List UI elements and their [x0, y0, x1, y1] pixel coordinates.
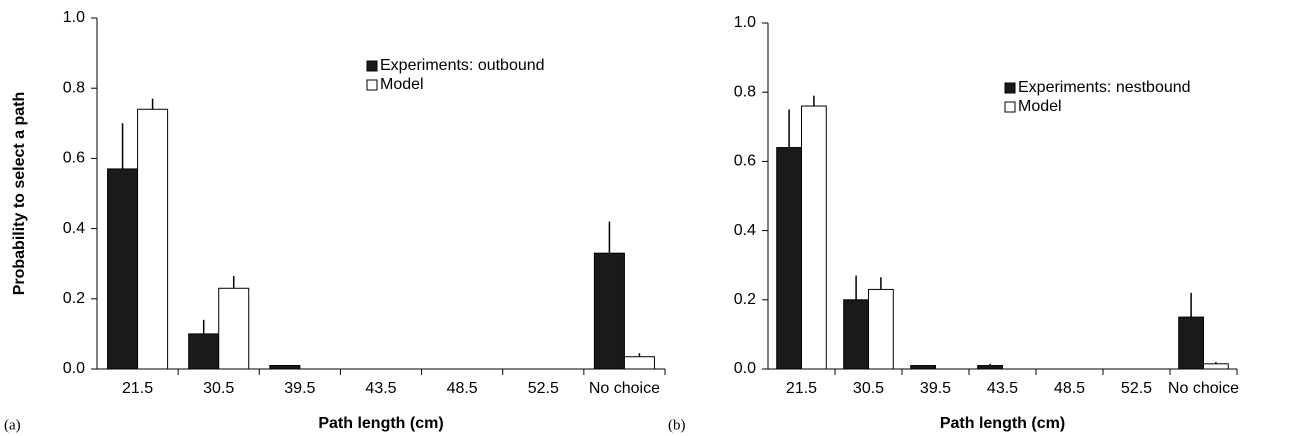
y-tick-label: 0.6 — [63, 150, 85, 167]
panel-label: (a) — [4, 417, 21, 433]
x-tick-label: 43.5 — [365, 380, 396, 397]
x-tick-label: No choice — [589, 380, 660, 397]
x-tick-label: 48.5 — [447, 380, 478, 397]
y-tick-label: 0.4 — [63, 220, 85, 237]
x-tick-label: 30.5 — [853, 380, 884, 397]
x-tick-label: 52.5 — [1121, 380, 1152, 397]
legend-label: Model — [1018, 98, 1062, 115]
y-tick-label: 0.2 — [63, 290, 85, 307]
legend-swatch — [366, 60, 378, 72]
panel-label: (b) — [668, 417, 686, 433]
y-tick-label: 0.4 — [734, 222, 756, 239]
legend-label: Experiments: nestbound — [1018, 79, 1191, 96]
bar — [107, 168, 139, 370]
y-axis-title: Probability to select a path — [11, 92, 28, 296]
y-tick-label: 1.0 — [63, 9, 85, 26]
y-tick-label: 0.8 — [63, 79, 85, 96]
x-tick-label: 43.5 — [987, 380, 1018, 397]
bar — [218, 287, 250, 370]
x-tick-label: No choice — [1168, 380, 1239, 397]
y-tick-label: 1.0 — [734, 14, 756, 31]
x-tick-label: 39.5 — [920, 380, 951, 397]
x-tick-label: 21.5 — [786, 380, 817, 397]
x-axis-title: Path length (cm) — [318, 415, 443, 432]
legend-swatch — [1004, 82, 1016, 94]
bar — [137, 108, 169, 370]
x-axis-title: Path length (cm) — [940, 415, 1065, 432]
bar — [801, 105, 827, 370]
x-tick-label: 21.5 — [122, 380, 153, 397]
bar — [843, 299, 870, 370]
bar — [868, 288, 894, 370]
y-tick-label: 0.6 — [734, 153, 756, 170]
y-tick-label: 0.2 — [734, 291, 756, 308]
legend-swatch — [1004, 101, 1016, 113]
bar — [593, 252, 625, 370]
bar — [188, 333, 220, 370]
bar — [977, 365, 1004, 370]
bar — [623, 356, 655, 370]
x-tick-label: 39.5 — [284, 380, 315, 397]
y-tick-label: 0.8 — [734, 83, 756, 100]
x-tick-label: 52.5 — [528, 380, 559, 397]
legend-label: Experiments: outbound — [380, 57, 545, 74]
y-tick-label: 0.0 — [734, 360, 756, 377]
bar — [269, 364, 301, 370]
legend-label: Model — [380, 76, 424, 93]
x-tick-label: 30.5 — [203, 380, 234, 397]
bar — [1203, 363, 1229, 370]
y-tick-label: 0.0 — [63, 360, 85, 377]
x-tick-label: 48.5 — [1054, 380, 1085, 397]
legend-swatch — [366, 79, 378, 91]
bar — [776, 147, 803, 370]
bar — [1178, 316, 1204, 370]
bar — [910, 365, 937, 370]
